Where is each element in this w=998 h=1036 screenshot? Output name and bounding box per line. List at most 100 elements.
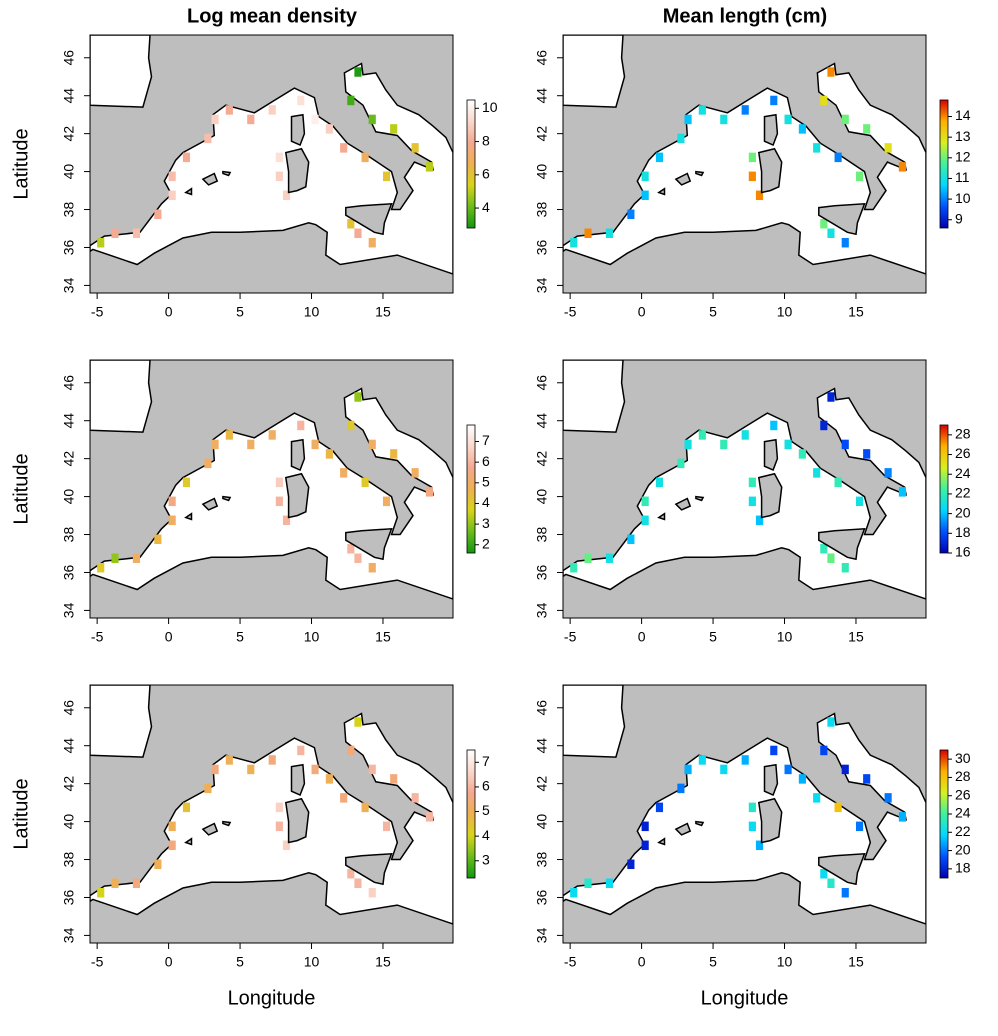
- grid-cell: [827, 553, 835, 563]
- grid-cell: [425, 812, 433, 822]
- island: [345, 202, 393, 236]
- y-tick-label: 44: [534, 738, 550, 754]
- island: [184, 187, 193, 196]
- plot-frame: [89, 34, 454, 294]
- map-panel: [90, 35, 453, 293]
- plot-frame: [89, 684, 454, 944]
- x-tick-label: 0: [165, 954, 173, 970]
- grid-cell: [168, 190, 176, 201]
- grid-cell: [282, 515, 291, 526]
- grid-cell: [411, 793, 419, 803]
- grid-cell: [297, 745, 305, 756]
- grid-cell: [741, 755, 749, 765]
- y-tick-label: 46: [61, 700, 77, 716]
- y-tick-label: 44: [61, 738, 77, 754]
- grid-cell: [655, 802, 664, 813]
- island: [657, 187, 666, 196]
- grid-cell: [748, 152, 756, 163]
- island: [201, 497, 219, 511]
- colorbar-tick-label: 3: [482, 851, 490, 867]
- grid-cell: [827, 228, 835, 238]
- grid-cell: [340, 468, 348, 478]
- grid-cell: [841, 114, 849, 125]
- grid-cell: [834, 477, 842, 488]
- grid-cell: [605, 878, 614, 888]
- island: [201, 822, 219, 836]
- grid-cell: [677, 783, 685, 794]
- x-tick-label: -5: [564, 954, 577, 970]
- colorbar-tick-label: 28: [955, 426, 971, 442]
- grid-cell: [841, 562, 849, 573]
- x-tick-label: 5: [236, 304, 244, 320]
- grid-cell: [97, 237, 105, 248]
- colorbar-tick-label: 10: [955, 190, 971, 206]
- grid-cell: [641, 515, 649, 526]
- plot-frame: [562, 684, 927, 944]
- grid-cell: [798, 774, 806, 784]
- y-tick-label: 34: [61, 277, 77, 293]
- colorbar-tick-label: 14: [955, 107, 971, 123]
- y-tick-label: 34: [61, 927, 77, 943]
- grid-cell: [311, 439, 319, 450]
- grid-cell: [820, 420, 828, 431]
- x-tick-label: 15: [375, 629, 391, 645]
- grid-cell: [770, 95, 778, 106]
- y-tick-label: 40: [534, 814, 550, 830]
- grid-cell: [275, 477, 283, 488]
- island: [674, 172, 692, 186]
- grid-cell: [627, 859, 635, 870]
- map-panel: [563, 35, 926, 293]
- sea: [90, 685, 153, 758]
- y-tick-label: 34: [534, 927, 550, 943]
- grid-cell: [855, 171, 864, 182]
- colorbar-tick-label: 5: [482, 802, 490, 818]
- y-tick-label: 46: [534, 50, 550, 66]
- grid-cell: [827, 392, 835, 402]
- grid-cell: [863, 124, 871, 134]
- y-tick-label: 38: [534, 202, 550, 218]
- colorbar-tick-label: 10: [482, 99, 498, 115]
- map-panel: [563, 685, 926, 943]
- grid-cell: [584, 553, 592, 563]
- y-tick-label: 34: [534, 277, 550, 293]
- grid-cell: [97, 562, 105, 573]
- x-tick-label: 10: [304, 629, 320, 645]
- colorbar-tick-label: 16: [955, 544, 971, 560]
- grid-cell: [884, 793, 892, 803]
- grid-cell: [325, 124, 333, 134]
- y-tick-label: 38: [534, 852, 550, 868]
- grid-cell: [168, 515, 176, 526]
- island: [657, 512, 666, 521]
- grid-cell: [340, 143, 348, 153]
- grid-cell: [297, 420, 305, 431]
- grid-cell: [132, 553, 141, 563]
- grid-cell: [641, 171, 649, 182]
- grid-cell: [361, 152, 369, 163]
- y-tick-label: 40: [534, 164, 550, 180]
- island: [757, 472, 783, 519]
- grid-cell: [813, 793, 821, 803]
- grid-cell: [841, 764, 849, 775]
- y-tick-label: 46: [534, 700, 550, 716]
- grid-cell: [570, 237, 578, 248]
- grid-cell: [655, 152, 664, 163]
- grid-cell: [720, 114, 728, 125]
- island: [284, 147, 310, 194]
- sea: [90, 35, 153, 108]
- y-tick-label: 38: [534, 527, 550, 543]
- grid-cell: [297, 95, 305, 106]
- grid-cell: [154, 209, 162, 220]
- x-tick-label: 10: [777, 954, 793, 970]
- colorbar-tick-label: 6: [482, 166, 490, 182]
- x-tick-label: 0: [638, 954, 646, 970]
- grid-cell: [368, 887, 376, 898]
- island: [818, 527, 866, 561]
- grid-cell: [698, 755, 706, 765]
- y-tick-label: 40: [61, 814, 77, 830]
- colorbar-tick-label: 4: [482, 494, 490, 510]
- island: [818, 852, 866, 886]
- grid-cell: [748, 477, 756, 488]
- y-tick-label: 42: [534, 776, 550, 792]
- grid-cell: [354, 878, 362, 888]
- grid-cell: [855, 496, 864, 507]
